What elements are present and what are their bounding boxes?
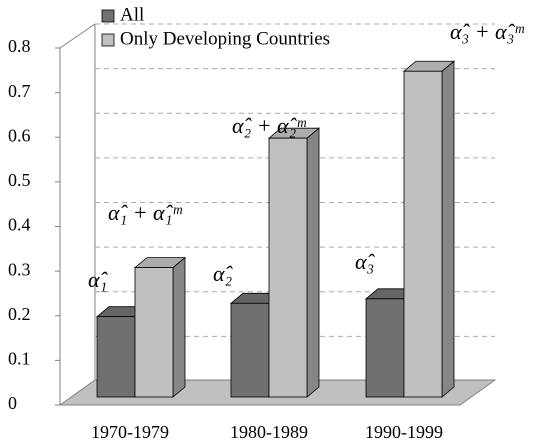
y-tick-label: 0.6 <box>8 125 31 145</box>
y-tick-label: 0.5 <box>8 170 31 190</box>
x-tick-label: 1990-1999 <box>365 422 443 442</box>
y-tick-label: 0.7 <box>8 81 31 101</box>
bar-side <box>441 60 455 398</box>
x-tick-label: 1970-1979 <box>91 422 169 442</box>
annotation: α̂₁ <box>88 267 109 292</box>
bar <box>365 298 405 398</box>
bar <box>403 70 443 398</box>
y-tick-label: 0.8 <box>8 36 31 56</box>
legend-swatch <box>101 33 115 47</box>
y-tick-label: 0 <box>8 393 17 413</box>
bar <box>268 137 308 398</box>
bar-side <box>172 256 186 398</box>
annotation: α̂₂ <box>213 261 234 286</box>
legend-swatch <box>101 9 115 23</box>
y-tick-label: 0.2 <box>8 304 31 324</box>
bar <box>134 267 174 398</box>
legend-label: All <box>120 4 144 25</box>
bar <box>96 316 136 398</box>
annotation: α̂₂ + α̂₂ᵐ <box>232 113 306 138</box>
y-tick-label: 0.1 <box>8 349 31 369</box>
annotation: α̂₃ <box>355 249 376 274</box>
x-tick-label: 1980-1989 <box>230 422 308 442</box>
wall-top-edge <box>59 23 96 49</box>
bar-side <box>306 127 320 398</box>
annotation: α̂₃ + α̂₃ᵐ <box>450 19 524 44</box>
y-tick-label: 0.3 <box>8 259 31 279</box>
y-tick-label: 0.4 <box>8 215 31 235</box>
bar <box>230 302 270 398</box>
annotation: α̂₁ + α̂₁ᵐ <box>108 200 182 225</box>
legend-label: Only Developing Countries <box>120 28 330 49</box>
